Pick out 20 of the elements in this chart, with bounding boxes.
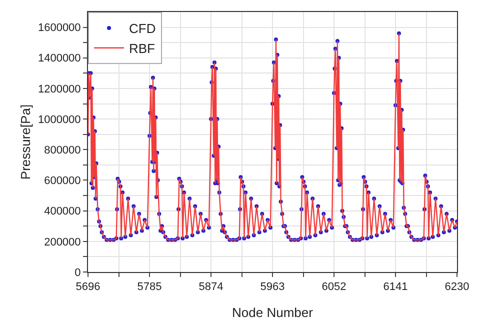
y-axis-title: Pressure[Pa]	[18, 104, 33, 180]
y-tick-label: 400000	[44, 206, 81, 218]
x-tick-label: 5963	[260, 281, 285, 294]
y-tick-label: 1200000	[38, 83, 81, 96]
x-tick-label: 6230	[444, 281, 470, 294]
y-tick-label: 0	[74, 266, 81, 279]
y-tick-label: 1600000	[38, 22, 81, 34]
y-tick-label: 200000	[44, 236, 81, 248]
y-tick-label: 1400000	[38, 52, 81, 65]
x-tick-label: 6141	[383, 281, 408, 294]
x-tick-label: 5874	[198, 281, 224, 294]
legend-label: CFD	[129, 21, 156, 36]
x-axis-title: Node Number	[232, 304, 314, 320]
x-tick-label: 6052	[322, 281, 346, 294]
y-tick-label: 1000000	[38, 114, 81, 126]
x-tick-label: 5785	[137, 281, 162, 294]
y-tick-label: 800000	[44, 144, 81, 156]
x-tick-label: 5696	[76, 281, 100, 294]
legend-label: RBF	[129, 40, 156, 56]
y-tick-label: 600000	[44, 175, 81, 188]
